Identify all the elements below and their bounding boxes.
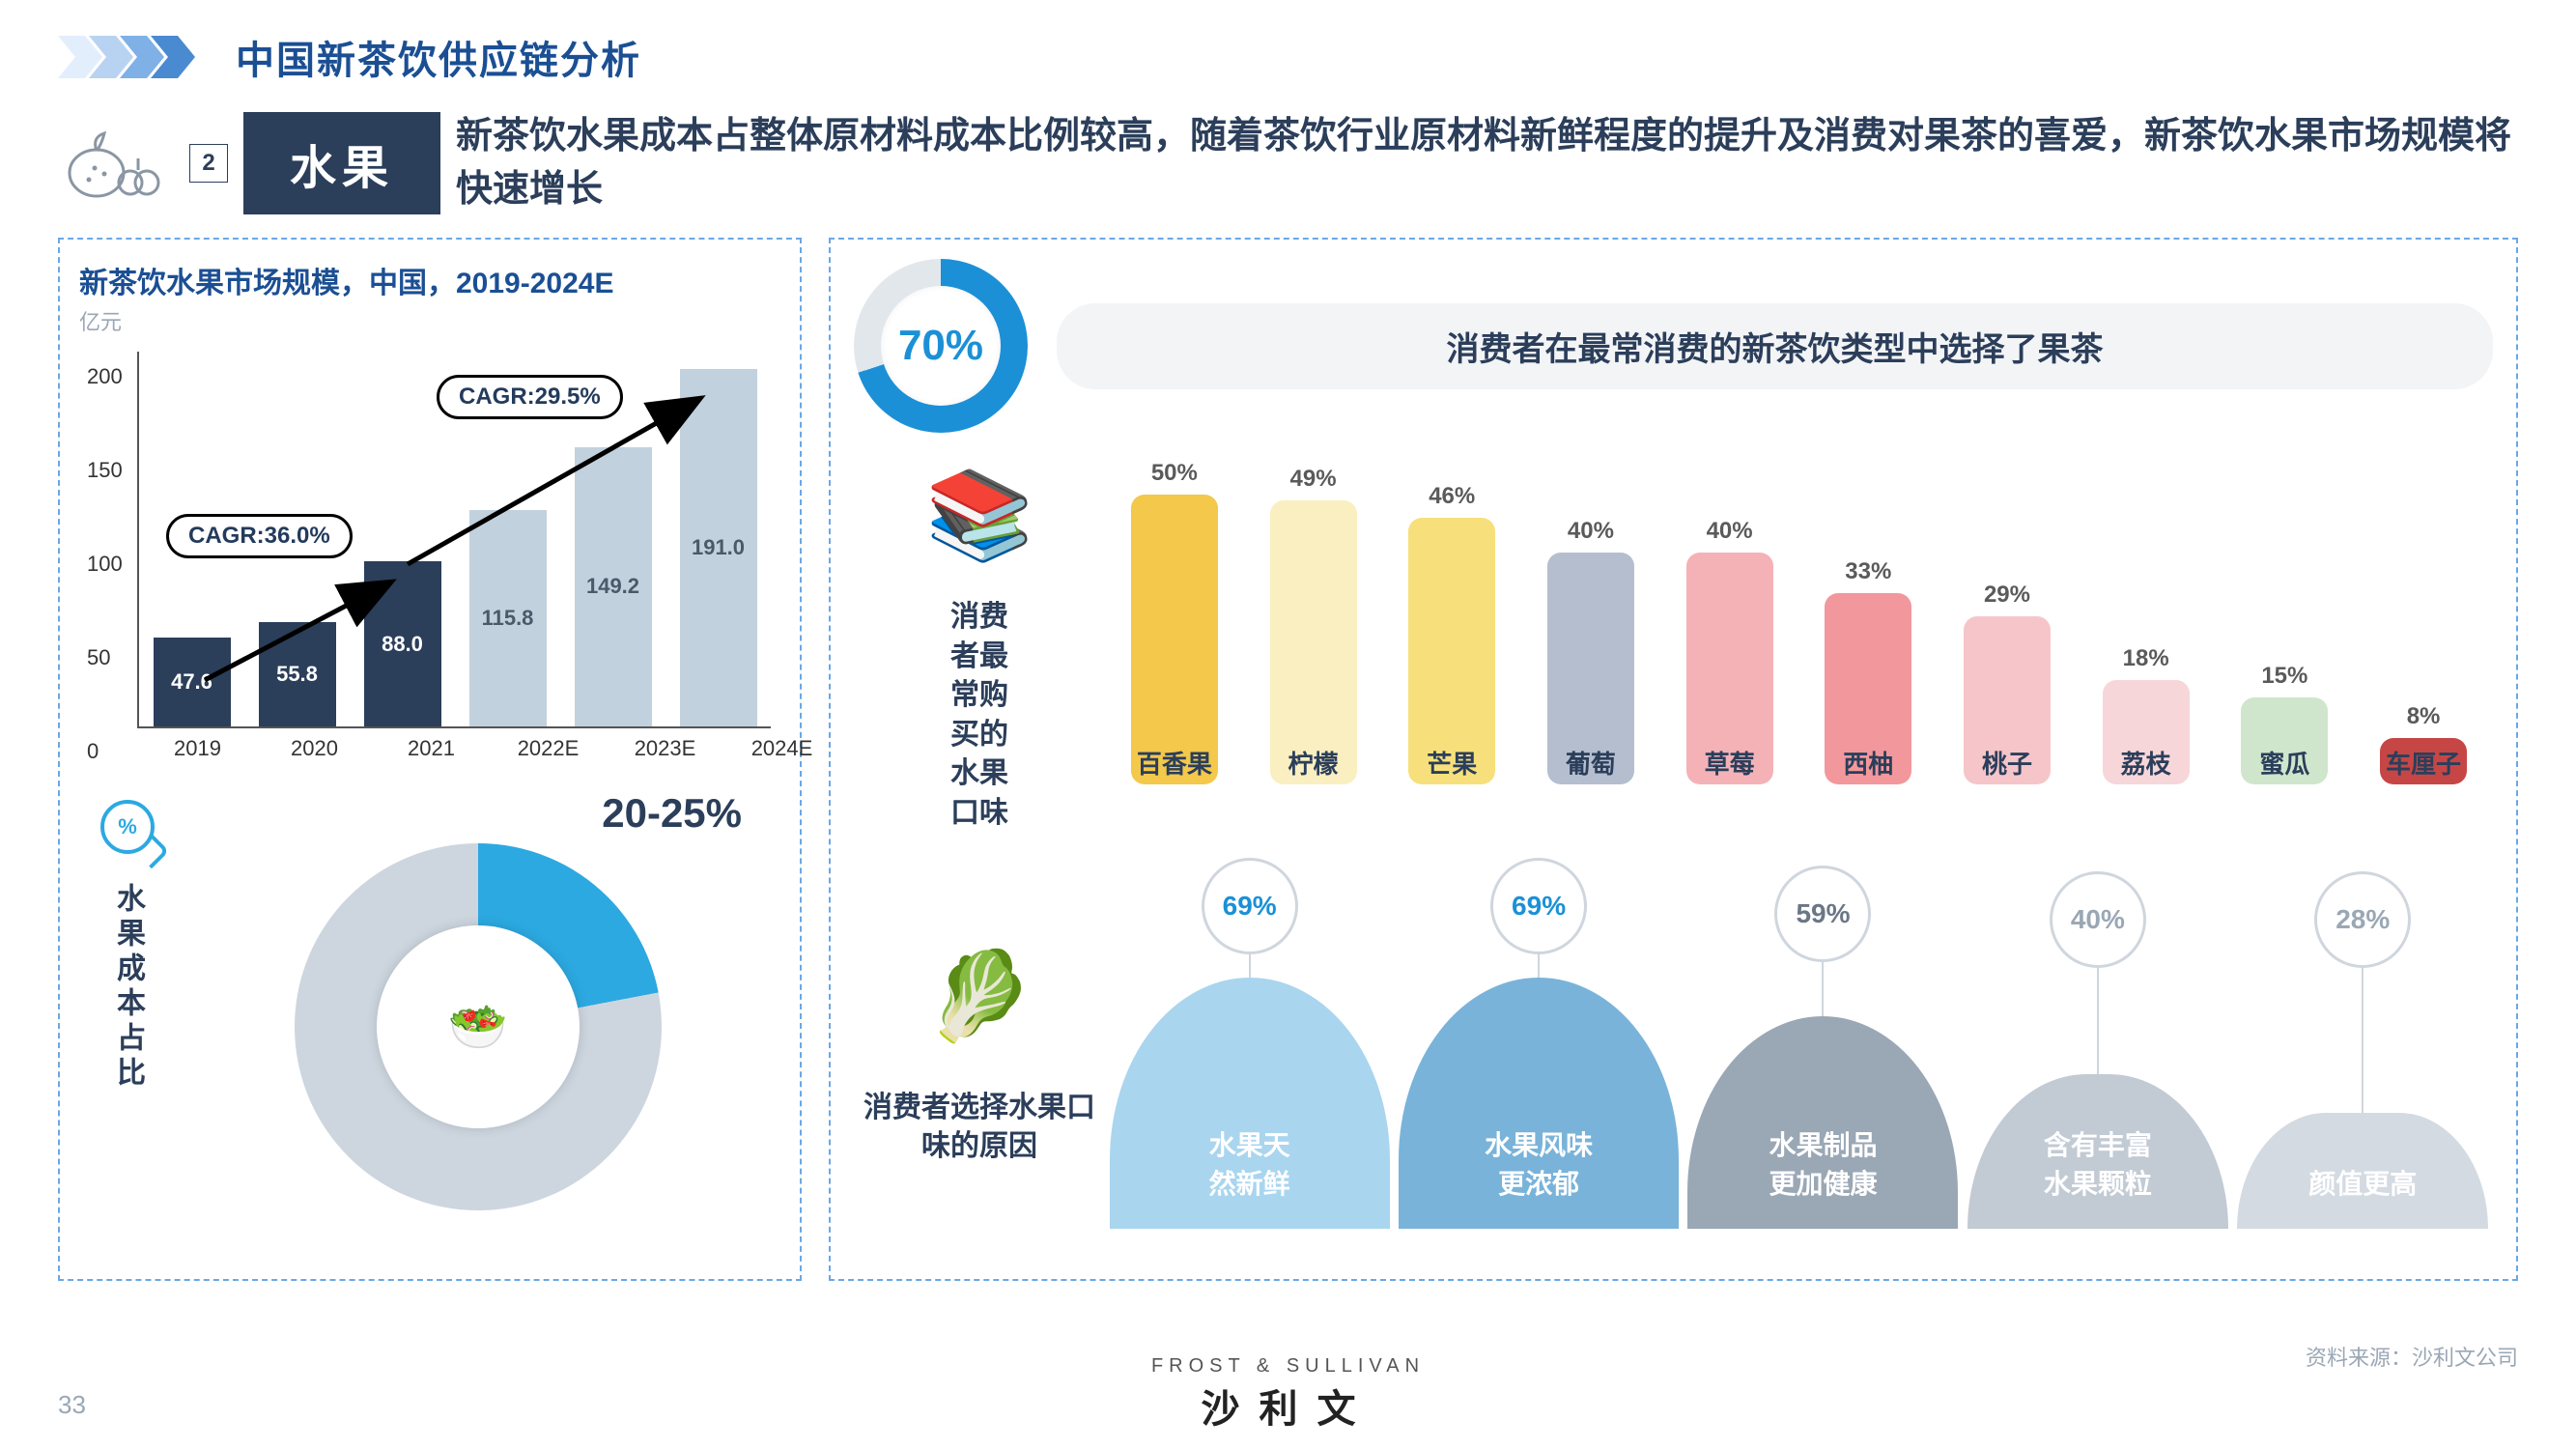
pie-pct-label: 20-25% — [602, 790, 742, 837]
brand-cn: 沙利文 — [0, 1378, 2576, 1434]
left-panel: 新茶饮水果市场规模，中国，2019-2024E 亿元 050100150200 … — [58, 238, 802, 1281]
market-chart-title: 新茶饮水果市场规模，中国，2019-2024E — [79, 259, 780, 301]
cagr-2: CAGR:29.5% — [437, 375, 623, 419]
market-bar-chart: 050100150200 CAGR:36.0% CAGR:29.5% 47.65… — [79, 342, 780, 767]
magnifier-pct-icon: % — [100, 800, 155, 854]
reason-水果制品: 59%水果制品更加健康 — [1687, 866, 1958, 1229]
flavor-chart: 📚 消费者最常购买的水果口味 50%百香果49%柠檬46%芒果40%葡萄40%草… — [854, 446, 2493, 833]
donut-value: 70% — [881, 286, 1001, 406]
market-chart-unit: 亿元 — [79, 305, 780, 336]
slide-header: 中国新茶饮供应链分析 — [58, 29, 2518, 85]
subtitle-row: 2 水果 新茶饮水果成本占整体原材料成本比例较高，随着茶饮行业原材料新鲜程度的提… — [58, 110, 2518, 216]
reason-chart: 🥬 消费者选择水果口味的原因 69%水果天然新鲜69%水果风味更浓郁59%水果制… — [854, 862, 2493, 1229]
section-number: 2 — [189, 144, 228, 183]
right-panel: 70% 消费者在最常消费的新茶饮类型中选择了果茶 📚 消费者最常购买的水果口味 … — [829, 238, 2518, 1281]
reason-水果天: 69%水果天然新鲜 — [1110, 858, 1390, 1229]
reason-颜值更高: 28%颜值更高 — [2237, 871, 2488, 1229]
cagr-1: CAGR:36.0% — [166, 514, 353, 558]
header-title: 中国新茶饮供应链分析 — [236, 29, 641, 85]
flavor-百香果: 50% — [1121, 460, 1228, 784]
reason-水果风味: 69%水果风味更浓郁 — [1399, 858, 1679, 1229]
cart-icon: 🥗 — [377, 925, 580, 1128]
flavor-芒果: 46% — [1399, 483, 1505, 784]
brand-en: FROST & SULLIVAN — [0, 1355, 2576, 1378]
flavor-side-label: 消费者最常购买的水果口味 — [950, 598, 1008, 833]
pie-section: % 水果成本占比 20-25% 🥗 — [79, 800, 780, 1254]
pie-label: 水果成本占比 — [106, 883, 149, 1092]
subtitle-text: 新茶饮水果成本占整体原材料成本比例较高，随着茶饮行业原材料新鲜程度的提升及消费对… — [456, 110, 2518, 216]
donut-70: 70% — [854, 259, 1028, 433]
cost-pie-chart: 🥗 — [295, 843, 662, 1210]
chevron-icon — [58, 32, 212, 82]
donut-caption: 消费者在最常消费的新茶饮类型中选择了果茶 — [1057, 303, 2493, 389]
footer-brand: FROST & SULLIVAN 沙利文 — [0, 1355, 2576, 1434]
reason-含有丰富: 40%含有丰富水果颗粒 — [1967, 871, 2228, 1229]
flavor-柠檬: 49% — [1260, 466, 1367, 784]
fruit-icon — [58, 120, 174, 207]
reason-side-label: 消费者选择水果口味的原因 — [854, 1089, 1105, 1167]
section-badge: 水果 — [243, 112, 440, 214]
books-icon: 📚 — [888, 446, 1071, 584]
bag-icon: 🥬 — [897, 924, 1062, 1069]
